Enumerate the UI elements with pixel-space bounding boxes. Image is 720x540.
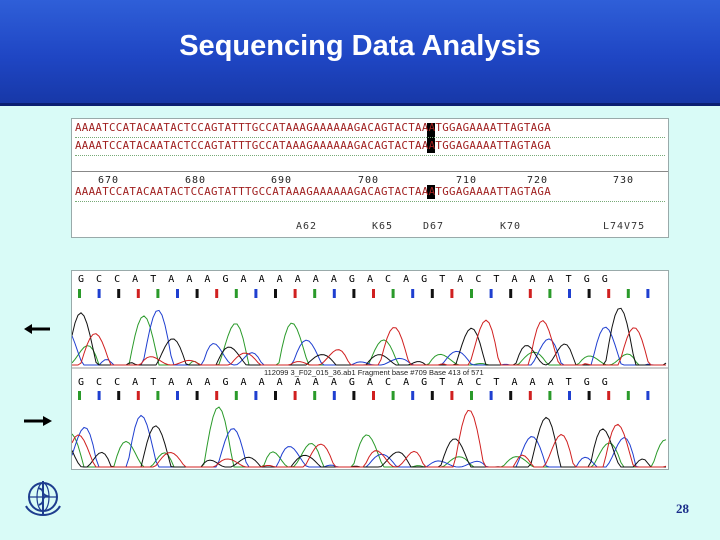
base-tick [548,289,552,298]
dotted-divider [75,137,665,144]
position-number: 700 [358,175,380,186]
base-tick [489,289,493,298]
base-tick [626,391,630,400]
dotted-divider [75,201,665,208]
base-tick [528,289,532,298]
base-tick [78,289,81,298]
base-tick [626,289,630,298]
base-tick [607,289,611,298]
amino-acid-label: A62 [296,221,318,232]
base-tick [411,391,415,400]
base-tick [509,391,513,400]
base-tick [372,289,375,298]
position-number: 720 [527,175,549,186]
base-tick [215,391,219,400]
base-tick [234,289,238,298]
position-number: 680 [185,175,207,186]
base-tick [607,391,611,400]
base-tick [391,289,395,298]
base-tick [587,289,591,298]
base-tick [274,391,277,400]
base-tick [78,391,81,400]
base-tick [332,391,336,400]
base-tick [195,391,199,400]
base-tick [470,391,473,400]
alignment-panel: AAAATCCATACAATACTCCAGTATTTGCCATAAAGAAAAA… [71,118,669,238]
trace-line [72,309,666,366]
chromatogram-traces [72,289,668,468]
arrow-left-icon [24,324,50,334]
trace-line [72,409,667,468]
amino-acid-label: K70 [500,221,522,232]
base-tick [293,391,297,400]
base-tick [215,289,219,298]
base-tick [509,289,513,298]
bottom-base-calls: G C C A T A A A G A A A A A A G A C A G … [78,377,608,388]
base-tick [254,391,258,400]
base-tick [156,391,160,400]
position-number: 710 [456,175,478,186]
amino-acid-label: L74V75 [603,221,646,232]
base-tick [587,391,591,400]
base-tick [332,289,336,298]
base-tick [646,289,650,298]
ruler-line [72,171,668,172]
base-tick [568,391,571,400]
base-tick [254,289,258,298]
base-tick [274,289,277,298]
base-tick [136,391,140,400]
chromatogram-panel: G C C A T A A A G A A A A A A G A C A G … [71,270,669,470]
trace-line [72,315,666,366]
base-tick [430,289,434,298]
base-tick [117,391,121,400]
base-tick [450,289,454,298]
position-number: 690 [271,175,293,186]
amino-acid-label: K65 [372,221,394,232]
highlight-box [427,185,435,199]
base-tick [450,391,454,400]
dotted-divider [75,155,665,162]
base-tick [470,289,473,298]
highlight-box [427,123,435,153]
position-number: 670 [98,175,120,186]
base-tick [176,289,179,298]
base-tick [176,391,179,400]
file-info: 112099 3_F02_015_36.ab1 Fragment base #7… [264,368,484,377]
base-tick [391,391,395,400]
trace-line [72,307,667,366]
top-base-calls: G C C A T A A A G A A A A A A G A C A G … [78,274,608,285]
arrow-right-icon [24,416,52,426]
base-tick [352,289,356,298]
base-tick [489,391,493,400]
base-tick [372,391,375,400]
base-tick [548,391,552,400]
position-number: 730 [613,175,635,186]
base-tick [156,289,160,298]
trace-line [72,319,666,366]
who-emblem-icon [25,481,61,516]
sequence-line-1: AAAATCCATACAATACTCCAGTATTTGCCATAAAGAAAAA… [75,121,552,134]
base-tick [195,289,199,298]
base-tick [313,391,317,400]
base-tick [293,289,297,298]
sequence-line-3: AAAATCCATACAATACTCCAGTATTTGCCATAAAGAAAAA… [75,185,552,198]
base-tick [646,391,650,400]
page-number: 28 [676,501,689,516]
base-tick [97,391,101,400]
trace-line [72,416,666,468]
amino-acid-label: D67 [423,221,445,232]
base-tick [430,391,434,400]
slide-title: Sequencing Data Analysis [179,30,541,62]
base-tick [117,289,121,298]
sequence-line-2: AAAATCCATACAATACTCCAGTATTTGCCATAAAGAAAAA… [75,139,552,152]
base-tick [568,289,571,298]
base-tick [97,289,101,298]
base-tick [313,289,317,298]
base-tick [136,289,140,298]
base-tick [234,391,238,400]
base-tick [528,391,532,400]
title-bar: Sequencing Data Analysis [0,0,720,106]
base-tick [411,289,415,298]
base-tick [352,391,356,400]
